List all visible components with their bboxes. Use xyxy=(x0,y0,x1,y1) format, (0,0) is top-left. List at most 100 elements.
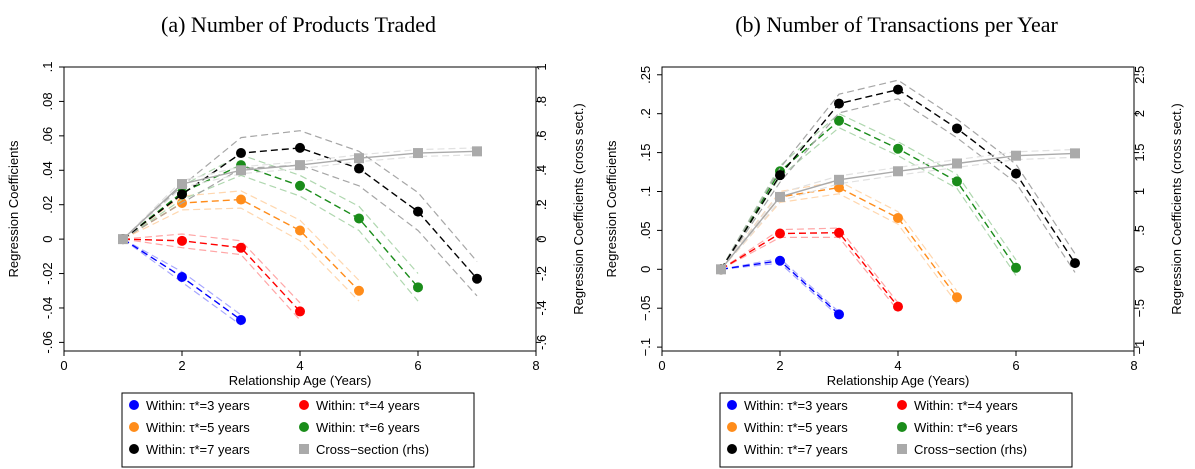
legend-box xyxy=(719,392,1073,468)
x-tick-label: 0 xyxy=(60,358,67,373)
series-line xyxy=(122,164,419,288)
chart-a-svg: -.06 -.04 -.02 0 .02 .04 .06 .08 .1 -.6 -.4 -.2 0 .2.… xyxy=(6,62,586,468)
y-tick-label: .1 xyxy=(638,186,653,197)
ci-lower-line xyxy=(720,126,1017,276)
legend-box xyxy=(121,392,475,468)
data-point xyxy=(893,301,903,312)
legend-marker xyxy=(727,400,737,410)
legend-marker xyxy=(727,422,737,432)
legend-label: Within: τ*=7 years xyxy=(744,442,848,457)
y-right-tick-label: .2 xyxy=(534,199,549,210)
legend-label: Within: τ*=6 years xyxy=(914,420,1018,435)
data-point xyxy=(1011,168,1021,179)
data-point xyxy=(775,170,785,181)
chart-panel-a: (a) Number of Products Traded -.06 -.04 -.… xyxy=(0,0,597,469)
x-tick-label: 0 xyxy=(658,358,665,373)
x-axis-label: Relationship Age (Years) xyxy=(827,373,970,388)
x-tick-label: 2 xyxy=(776,358,783,373)
data-point xyxy=(1070,258,1080,269)
y-tick-label: .15 xyxy=(638,144,653,162)
data-point xyxy=(295,306,305,317)
x-tick-label: 6 xyxy=(414,358,421,373)
y-right-tick-label: 1 xyxy=(534,63,549,70)
data-point xyxy=(413,206,423,217)
data-point xyxy=(834,174,844,185)
y-tick-label: -.06 xyxy=(40,331,55,353)
y-tick-label: .06 xyxy=(40,127,55,145)
y-right-tick-label: .8 xyxy=(534,96,549,107)
x-axis-label: Relationship Age (Years) xyxy=(229,373,372,388)
ci-lower-line xyxy=(720,236,899,311)
y-tick-label: .08 xyxy=(40,92,55,110)
y-right-tick-label: 0 xyxy=(1132,266,1147,273)
y-right-axis-label: Regression Coefficients (cross sect.) xyxy=(571,103,586,314)
data-point xyxy=(952,158,962,169)
data-point xyxy=(775,228,785,239)
y-right-tick-label: -.4 xyxy=(534,300,549,315)
legend-label: Within: τ*=3 years xyxy=(146,398,250,413)
y-right-tick-label: -.6 xyxy=(534,335,549,350)
legend-marker xyxy=(129,422,139,432)
ci-upper-line xyxy=(122,190,360,281)
data-point xyxy=(775,191,785,202)
ci-upper-line xyxy=(720,112,1017,270)
y-tick-label: .25 xyxy=(638,66,653,84)
legend-label: Within: τ*=6 years xyxy=(316,420,420,435)
ci-lower-line xyxy=(720,98,1076,273)
series-line xyxy=(720,259,840,315)
y-right-tick-label: −1 xyxy=(1132,340,1147,355)
data-point xyxy=(354,213,364,224)
y-tick-label: .2 xyxy=(638,108,653,119)
y-right-tick-label: -.2 xyxy=(534,266,549,281)
x-tick-label: 2 xyxy=(178,358,185,373)
data-point xyxy=(834,98,844,109)
legend-label: Cross−section (rhs) xyxy=(914,442,1027,457)
data-point xyxy=(118,234,128,245)
data-point xyxy=(716,264,726,275)
data-point xyxy=(354,153,364,164)
y-tick-label: .05 xyxy=(638,221,653,239)
y-tick-label: .1 xyxy=(40,62,55,73)
data-point xyxy=(952,176,962,187)
ci-upper-line xyxy=(122,238,242,316)
ci-upper-line xyxy=(122,233,301,304)
chart-panel-b: (b) Number of Transactions per Year −.1−… xyxy=(598,0,1195,469)
data-point xyxy=(236,242,246,253)
x-tick-label: 4 xyxy=(296,358,303,373)
ci-lower-line xyxy=(122,174,419,302)
legend-marker xyxy=(897,422,907,432)
data-point xyxy=(893,143,903,154)
x-tick-label: 8 xyxy=(532,358,539,373)
ci-lower-line xyxy=(122,164,478,297)
legend-marker xyxy=(129,400,139,410)
y-tick-label: -.02 xyxy=(40,262,55,284)
legend-marker xyxy=(299,444,309,454)
data-point xyxy=(834,309,844,320)
legend-marker xyxy=(897,400,907,410)
data-point xyxy=(834,115,844,126)
data-point xyxy=(354,285,364,296)
y-right-tick-label: 2.5 xyxy=(1132,66,1147,84)
data-point xyxy=(1011,150,1021,161)
legend-marker xyxy=(299,422,309,432)
y-right-tick-label: −.5 xyxy=(1132,299,1147,317)
y-tick-label: 0 xyxy=(638,266,653,273)
ci-upper-line xyxy=(122,154,419,274)
x-tick-label: 4 xyxy=(894,358,901,373)
chart-b-svg: −.1 −.05 0 .05 .1 .15 .2 .25 −1 −.5 0 .5 1 1.5 2 2.5 0 2 4… xyxy=(604,66,1184,468)
y-tick-label: .02 xyxy=(40,196,55,214)
y-right-tick-label: .4 xyxy=(534,165,549,176)
data-point xyxy=(177,189,187,200)
ci-upper-line xyxy=(720,227,899,304)
ci-lower-line xyxy=(720,193,958,304)
y-right-tick-label: 0 xyxy=(534,236,549,243)
series-line xyxy=(720,119,1017,270)
data-point xyxy=(413,282,423,293)
data-point xyxy=(472,273,482,284)
data-point xyxy=(834,227,844,238)
data-point xyxy=(236,315,246,326)
data-point xyxy=(952,123,962,134)
series-line xyxy=(720,186,958,298)
data-point xyxy=(295,160,305,171)
data-point xyxy=(295,180,305,191)
